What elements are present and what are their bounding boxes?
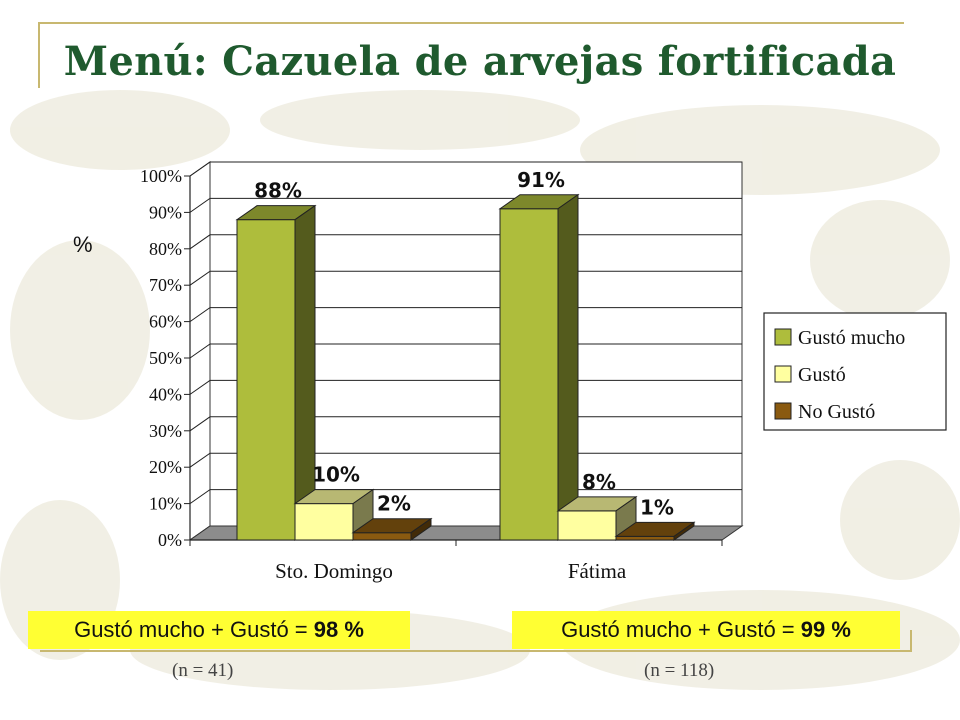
data-label: 91% bbox=[517, 168, 565, 192]
bar-side bbox=[673, 521, 695, 541]
legend-label: No Gustó bbox=[798, 401, 875, 423]
legend-swatch bbox=[774, 365, 792, 383]
bar-front bbox=[236, 219, 296, 541]
frame-line-top bbox=[38, 22, 904, 24]
y-tick-label: 20% bbox=[149, 457, 182, 477]
summary-text: Gustó mucho + Gustó = bbox=[561, 617, 801, 642]
x-category-label: Fátima bbox=[568, 559, 627, 583]
data-label: 2% bbox=[377, 492, 411, 516]
summary-box-sto-domingo: Gustó mucho + Gustó = 98 % bbox=[28, 611, 410, 649]
bar-side bbox=[410, 517, 432, 541]
bar-side bbox=[294, 204, 316, 541]
y-tick-label: 60% bbox=[149, 312, 182, 332]
y-tick-label: 70% bbox=[149, 275, 182, 295]
y-tick-label: 30% bbox=[149, 421, 182, 441]
sample-size-fatima: (n = 118) bbox=[644, 660, 715, 681]
frame-line-bottom bbox=[40, 650, 912, 652]
bar-front bbox=[615, 535, 675, 541]
frame-line-right bbox=[910, 630, 912, 652]
data-label: 1% bbox=[640, 495, 674, 519]
bar-side bbox=[557, 193, 579, 541]
y-tick-label: 100% bbox=[140, 166, 182, 186]
data-label: 88% bbox=[254, 179, 302, 203]
frame-line-left bbox=[38, 22, 40, 88]
y-tick-label: 0% bbox=[158, 530, 182, 550]
legend-label: Gustó mucho bbox=[798, 327, 905, 349]
data-label: 8% bbox=[582, 470, 616, 494]
legend-box bbox=[763, 312, 947, 431]
summary-text: Gustó mucho + Gustó = bbox=[74, 617, 314, 642]
y-tick-label: 40% bbox=[149, 384, 182, 404]
y-tick-label: 80% bbox=[149, 239, 182, 259]
summary-box-fatima: Gustó mucho + Gustó = 99 % bbox=[512, 611, 900, 649]
y-tick-label: 10% bbox=[149, 494, 182, 514]
bar-front bbox=[557, 510, 617, 541]
y-tick-label: 50% bbox=[149, 348, 182, 368]
legend-swatch bbox=[774, 328, 792, 346]
y-tick-label: 90% bbox=[149, 202, 182, 222]
gridline bbox=[189, 161, 742, 177]
legend-swatch bbox=[774, 402, 792, 420]
bar-front bbox=[352, 532, 412, 541]
summary-value: 98 % bbox=[313, 617, 364, 642]
data-label: 10% bbox=[312, 463, 360, 487]
legend-label: Gustó bbox=[798, 364, 846, 386]
x-category-label: Sto. Domingo bbox=[275, 559, 393, 583]
summary-value: 99 % bbox=[800, 617, 851, 642]
slide-title: Menú: Cazuela de arvejas fortificada bbox=[63, 38, 897, 85]
sample-size-sto-domingo: (n = 41) bbox=[172, 660, 234, 681]
y-unit-label: % bbox=[73, 232, 93, 257]
bar-front bbox=[294, 503, 354, 541]
bar-front bbox=[499, 208, 559, 541]
